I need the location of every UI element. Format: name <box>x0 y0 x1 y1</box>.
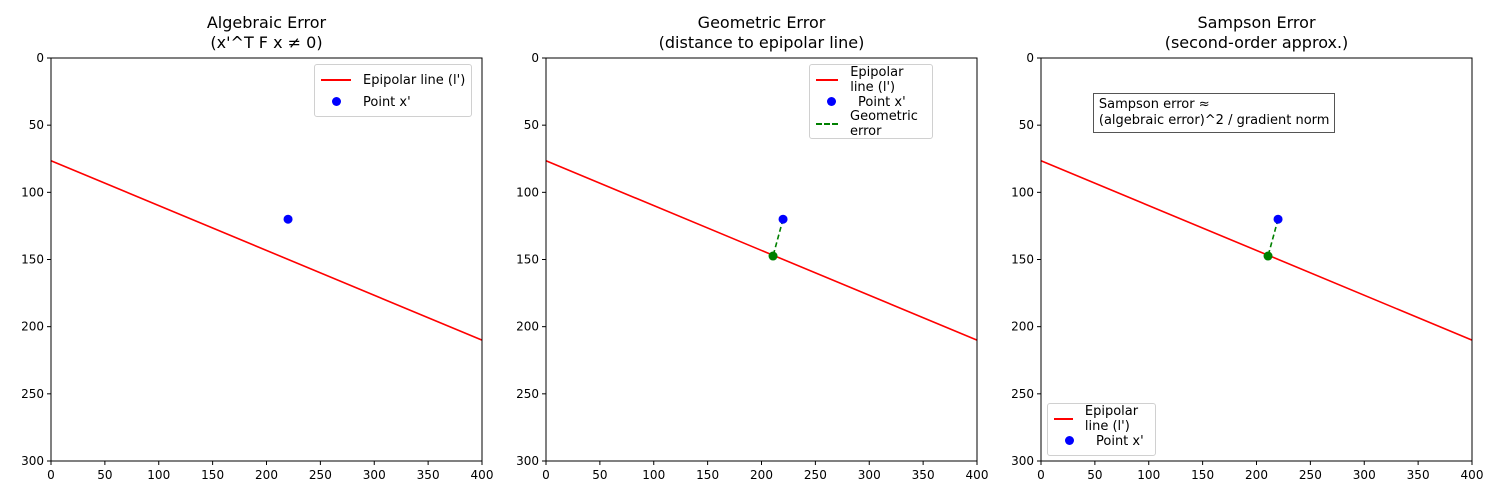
x-tick-label: 200 <box>255 468 278 482</box>
legend-label: Point x' <box>858 94 906 110</box>
projected-point-marker <box>768 251 778 261</box>
geometric-error-line <box>1267 218 1279 257</box>
x-tick-label: 0 <box>542 468 550 482</box>
y-tick-label: 250 <box>516 387 539 401</box>
dot-swatch-icon <box>816 97 846 107</box>
epipolar-line <box>51 160 482 341</box>
y-tick-label: 200 <box>21 320 44 334</box>
legend-label: Point x' <box>363 94 411 110</box>
annotation-box: Sampson error ≈ (algebraic error)^2 / gr… <box>1092 93 1336 133</box>
x-tick-label: 50 <box>592 468 607 482</box>
x-tick-label: 400 <box>471 468 494 482</box>
x-tick-label: 150 <box>201 468 224 482</box>
x-tick-label: 150 <box>1191 468 1214 482</box>
y-tick-label: 50 <box>524 118 539 132</box>
legend-item: Point x' <box>816 91 926 113</box>
legend: Epipolar line (l') Point x' <box>314 64 473 117</box>
x-tick-label: 100 <box>1137 468 1160 482</box>
line-swatch-icon <box>816 75 839 85</box>
y-tick-label: 150 <box>21 253 44 267</box>
y-tick-label: 50 <box>29 118 44 132</box>
y-tick-label: 250 <box>1011 387 1034 401</box>
epipolar-line <box>546 160 977 341</box>
y-tick-label: 200 <box>516 320 539 334</box>
point-marker <box>778 214 788 224</box>
y-tick-label: 100 <box>1011 185 1034 199</box>
legend-label: Geometric error <box>850 109 918 139</box>
x-tick-label: 250 <box>309 468 332 482</box>
legend-label: Epipolar line (l') <box>850 65 904 95</box>
legend-label: Point x' <box>1096 433 1144 449</box>
geometric-error-line <box>772 218 784 257</box>
x-tick-label: 400 <box>966 468 989 482</box>
dashed-line-swatch-icon <box>816 119 838 129</box>
dot-swatch-icon <box>1054 436 1084 446</box>
x-tick-label: 250 <box>1299 468 1322 482</box>
x-tick-label: 300 <box>363 468 386 482</box>
x-tick-label: 300 <box>1353 468 1376 482</box>
y-tick-label: 0 <box>1026 51 1034 65</box>
y-tick-label: 200 <box>1011 320 1034 334</box>
y-tick-label: 300 <box>516 454 539 468</box>
x-tick-label: 50 <box>1087 468 1102 482</box>
legend: Epipolar line (l') Point x' <box>1047 403 1157 456</box>
line-swatch-icon <box>1054 414 1073 424</box>
x-tick-label: 250 <box>804 468 827 482</box>
x-tick-label: 150 <box>696 468 719 482</box>
legend: Epipolar line (l') Point x' Geometric erro… <box>809 64 933 139</box>
x-tick-label: 300 <box>858 468 881 482</box>
legend-item: Point x' <box>321 91 465 113</box>
dot-swatch-icon <box>321 97 351 107</box>
x-tick-label: 350 <box>417 468 440 482</box>
chart-title: Geometric Error (distance to epipolar li… <box>658 13 865 52</box>
epipolar-line <box>1041 160 1472 341</box>
legend-item: Epipolar line (l') <box>1054 404 1149 434</box>
y-tick-label: 0 <box>36 51 44 65</box>
x-tick-label: 50 <box>97 468 112 482</box>
chart-panel-2: Geometric Error (distance to epipolar li… <box>0 0 988 500</box>
legend-item: Epipolar line (l') <box>816 65 926 95</box>
legend-label: Epipolar line (l') <box>1084 404 1139 434</box>
point-marker <box>283 214 293 224</box>
y-tick-label: 300 <box>21 454 44 468</box>
chart-title: Algebraic Error (x'^T F x ≠ 0) <box>206 13 327 52</box>
chart-panel-1: Algebraic Error (x'^T F x ≠ 0) 0 50 100 150 2… <box>0 0 500 500</box>
x-tick-label: 200 <box>1245 468 1268 482</box>
legend-item: Geometric error <box>816 109 926 139</box>
x-tick-label: 400 <box>1461 468 1484 482</box>
x-tick-label: 0 <box>47 468 55 482</box>
y-tick-label: 0 <box>531 51 539 65</box>
legend-item: Epipolar line (l') <box>321 69 465 91</box>
legend-label: Epipolar line (l') <box>363 72 466 88</box>
y-tick-label: 50 <box>1019 118 1034 132</box>
y-tick-label: 300 <box>1011 454 1034 468</box>
y-tick-label: 100 <box>516 185 539 199</box>
point-marker <box>1273 214 1283 224</box>
x-tick-label: 350 <box>912 468 935 482</box>
y-tick-label: 150 <box>1011 253 1034 267</box>
projected-point-marker <box>1263 251 1273 261</box>
x-tick-label: 200 <box>750 468 773 482</box>
legend-item: Point x' <box>1054 430 1149 452</box>
x-tick-label: 350 <box>1407 468 1430 482</box>
x-tick-label: 0 <box>1037 468 1045 482</box>
x-tick-label: 100 <box>642 468 665 482</box>
line-swatch-icon <box>321 75 351 85</box>
chart-title: Sampson Error (second-order approx.) <box>1164 13 1349 52</box>
y-tick-label: 250 <box>21 387 44 401</box>
y-tick-label: 150 <box>516 253 539 267</box>
x-tick-label: 100 <box>147 468 170 482</box>
y-tick-label: 100 <box>21 185 44 199</box>
